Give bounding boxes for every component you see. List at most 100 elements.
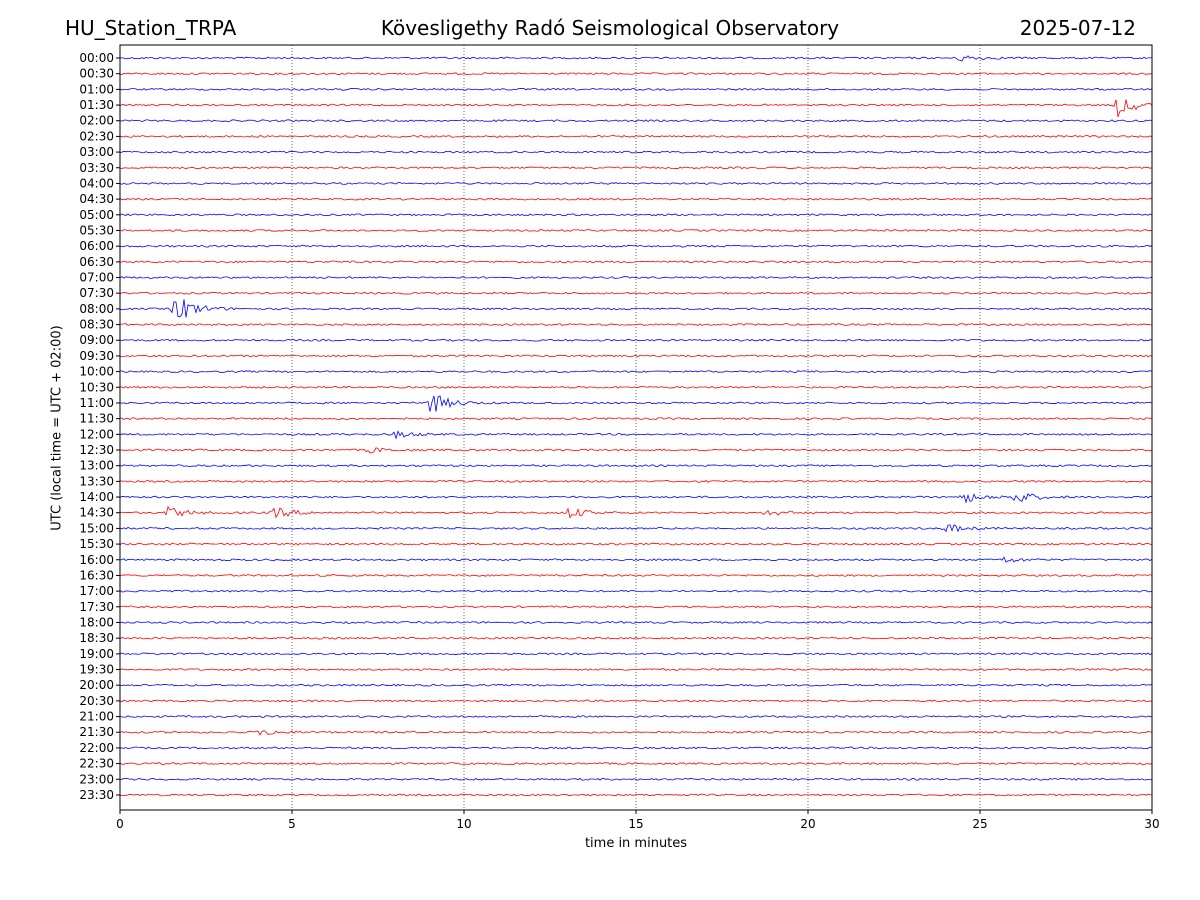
y-tick-label: 14:00 (79, 490, 114, 504)
y-tick-label: 02:00 (79, 114, 114, 128)
x-tick-label: 5 (288, 817, 296, 831)
trace-2030 (119, 699, 1153, 703)
y-tick-label: 19:30 (79, 663, 114, 677)
y-tick-label: 05:30 (79, 223, 114, 237)
y-tick-label: 19:00 (79, 647, 114, 661)
y-tick-label: 03:00 (79, 145, 114, 159)
trace-2330 (119, 793, 1153, 797)
y-tick-label: 07:00 (79, 271, 114, 285)
y-tick-label: 13:30 (79, 474, 114, 488)
y-tick-label: 11:00 (79, 396, 114, 410)
y-tick-label: 21:30 (79, 725, 114, 739)
x-tick-label: 0 (116, 817, 124, 831)
y-axis-label: UTC (local time = UTC + 02:00) (49, 325, 65, 531)
trace-1900 (119, 652, 1153, 656)
trace-1930 (119, 668, 1153, 671)
trace-0130 (119, 99, 1153, 118)
trace-1230 (119, 447, 1153, 454)
y-tick-label: 11:30 (79, 412, 114, 426)
y-tick-label: 09:30 (79, 349, 114, 363)
x-tick-label: 30 (1144, 817, 1159, 831)
trace-0330 (119, 166, 1153, 170)
x-tick-label: 15 (628, 817, 643, 831)
y-tick-label: 08:00 (79, 302, 114, 316)
y-tick-label: 20:00 (79, 678, 114, 692)
station-name: HU_Station_TRPA (65, 16, 237, 40)
trace-0430 (119, 197, 1153, 201)
trace-0000 (119, 55, 1153, 62)
trace-2100 (119, 715, 1153, 718)
trace-2230 (119, 762, 1153, 765)
y-tick-label: 18:00 (79, 615, 114, 629)
y-tick-label: 04:30 (79, 192, 114, 206)
y-tick-label: 16:00 (79, 553, 114, 567)
x-axis-label: time in minutes (584, 836, 688, 851)
trace-1800 (119, 621, 1153, 624)
y-tick-label: 10:00 (79, 365, 114, 379)
y-tick-label: 10:30 (79, 380, 114, 394)
trace-0930 (119, 354, 1153, 358)
y-tick-label: 15:30 (79, 537, 114, 551)
y-tick-label: 12:00 (79, 427, 114, 441)
y-tick-label: 03:30 (79, 161, 114, 175)
trace-1430 (119, 505, 1153, 519)
y-tick-label: 05:00 (79, 208, 114, 222)
y-tick-label: 18:30 (79, 631, 114, 645)
trace-0900 (119, 338, 1153, 342)
y-tick-label: 23:00 (79, 772, 114, 786)
trace-1700 (119, 589, 1153, 593)
y-tick-label: 02:30 (79, 129, 114, 143)
trace-1300 (119, 464, 1153, 468)
trace-0700 (119, 276, 1153, 279)
y-tick-label: 12:30 (79, 443, 114, 457)
y-tick-label: 00:30 (79, 67, 114, 81)
trace-1730 (119, 605, 1153, 609)
y-tick-label: 04:00 (79, 176, 114, 190)
x-tick-label: 20 (800, 817, 815, 831)
trace-1200 (119, 430, 1153, 440)
trace-0400 (119, 182, 1153, 185)
trace-0530 (119, 229, 1153, 232)
y-tick-label: 16:30 (79, 568, 114, 582)
trace-0200 (119, 119, 1153, 123)
y-tick-label: 01:30 (79, 98, 114, 112)
trace-0230 (119, 135, 1153, 138)
y-tick-label: 13:00 (79, 459, 114, 473)
y-tick-label: 09:00 (79, 333, 114, 347)
y-tick-label: 07:30 (79, 286, 114, 300)
trace-1400 (119, 493, 1153, 504)
trace-0830 (119, 323, 1153, 326)
trace-1600 (119, 556, 1153, 563)
trace-2200 (119, 746, 1153, 750)
trace-1100 (119, 395, 1153, 412)
trace-0800 (119, 299, 1153, 318)
y-tick-label: 06:30 (79, 255, 114, 269)
y-tick-label: 20:30 (79, 694, 114, 708)
trace-1530 (119, 542, 1153, 546)
y-tick-label: 21:00 (79, 710, 114, 724)
observatory-title: Kövesligethy Radó Seismological Observat… (380, 16, 840, 40)
trace-2130 (119, 730, 1153, 736)
trace-1030 (119, 385, 1153, 389)
y-tick-label: 17:30 (79, 600, 114, 614)
y-tick-label: 00:00 (79, 51, 114, 65)
y-tick-label: 23:30 (79, 788, 114, 802)
y-tick-label: 08:30 (79, 318, 114, 332)
trace-1630 (119, 574, 1153, 577)
trace-0100 (119, 87, 1153, 91)
y-tick-label: 14:30 (79, 506, 114, 520)
trace-0600 (119, 244, 1153, 248)
y-tick-label: 17:00 (79, 584, 114, 598)
x-tick-label: 25 (972, 817, 987, 831)
trace-0630 (119, 260, 1153, 264)
y-tick-label: 01:00 (79, 82, 114, 96)
record-date: 2025-07-12 (1019, 16, 1136, 40)
trace-1130 (119, 417, 1153, 421)
trace-2000 (119, 683, 1153, 687)
trace-0500 (119, 213, 1153, 217)
trace-1000 (119, 370, 1153, 374)
trace-2300 (119, 777, 1153, 781)
trace-0730 (119, 291, 1153, 295)
y-tick-label: 06:00 (79, 239, 114, 253)
